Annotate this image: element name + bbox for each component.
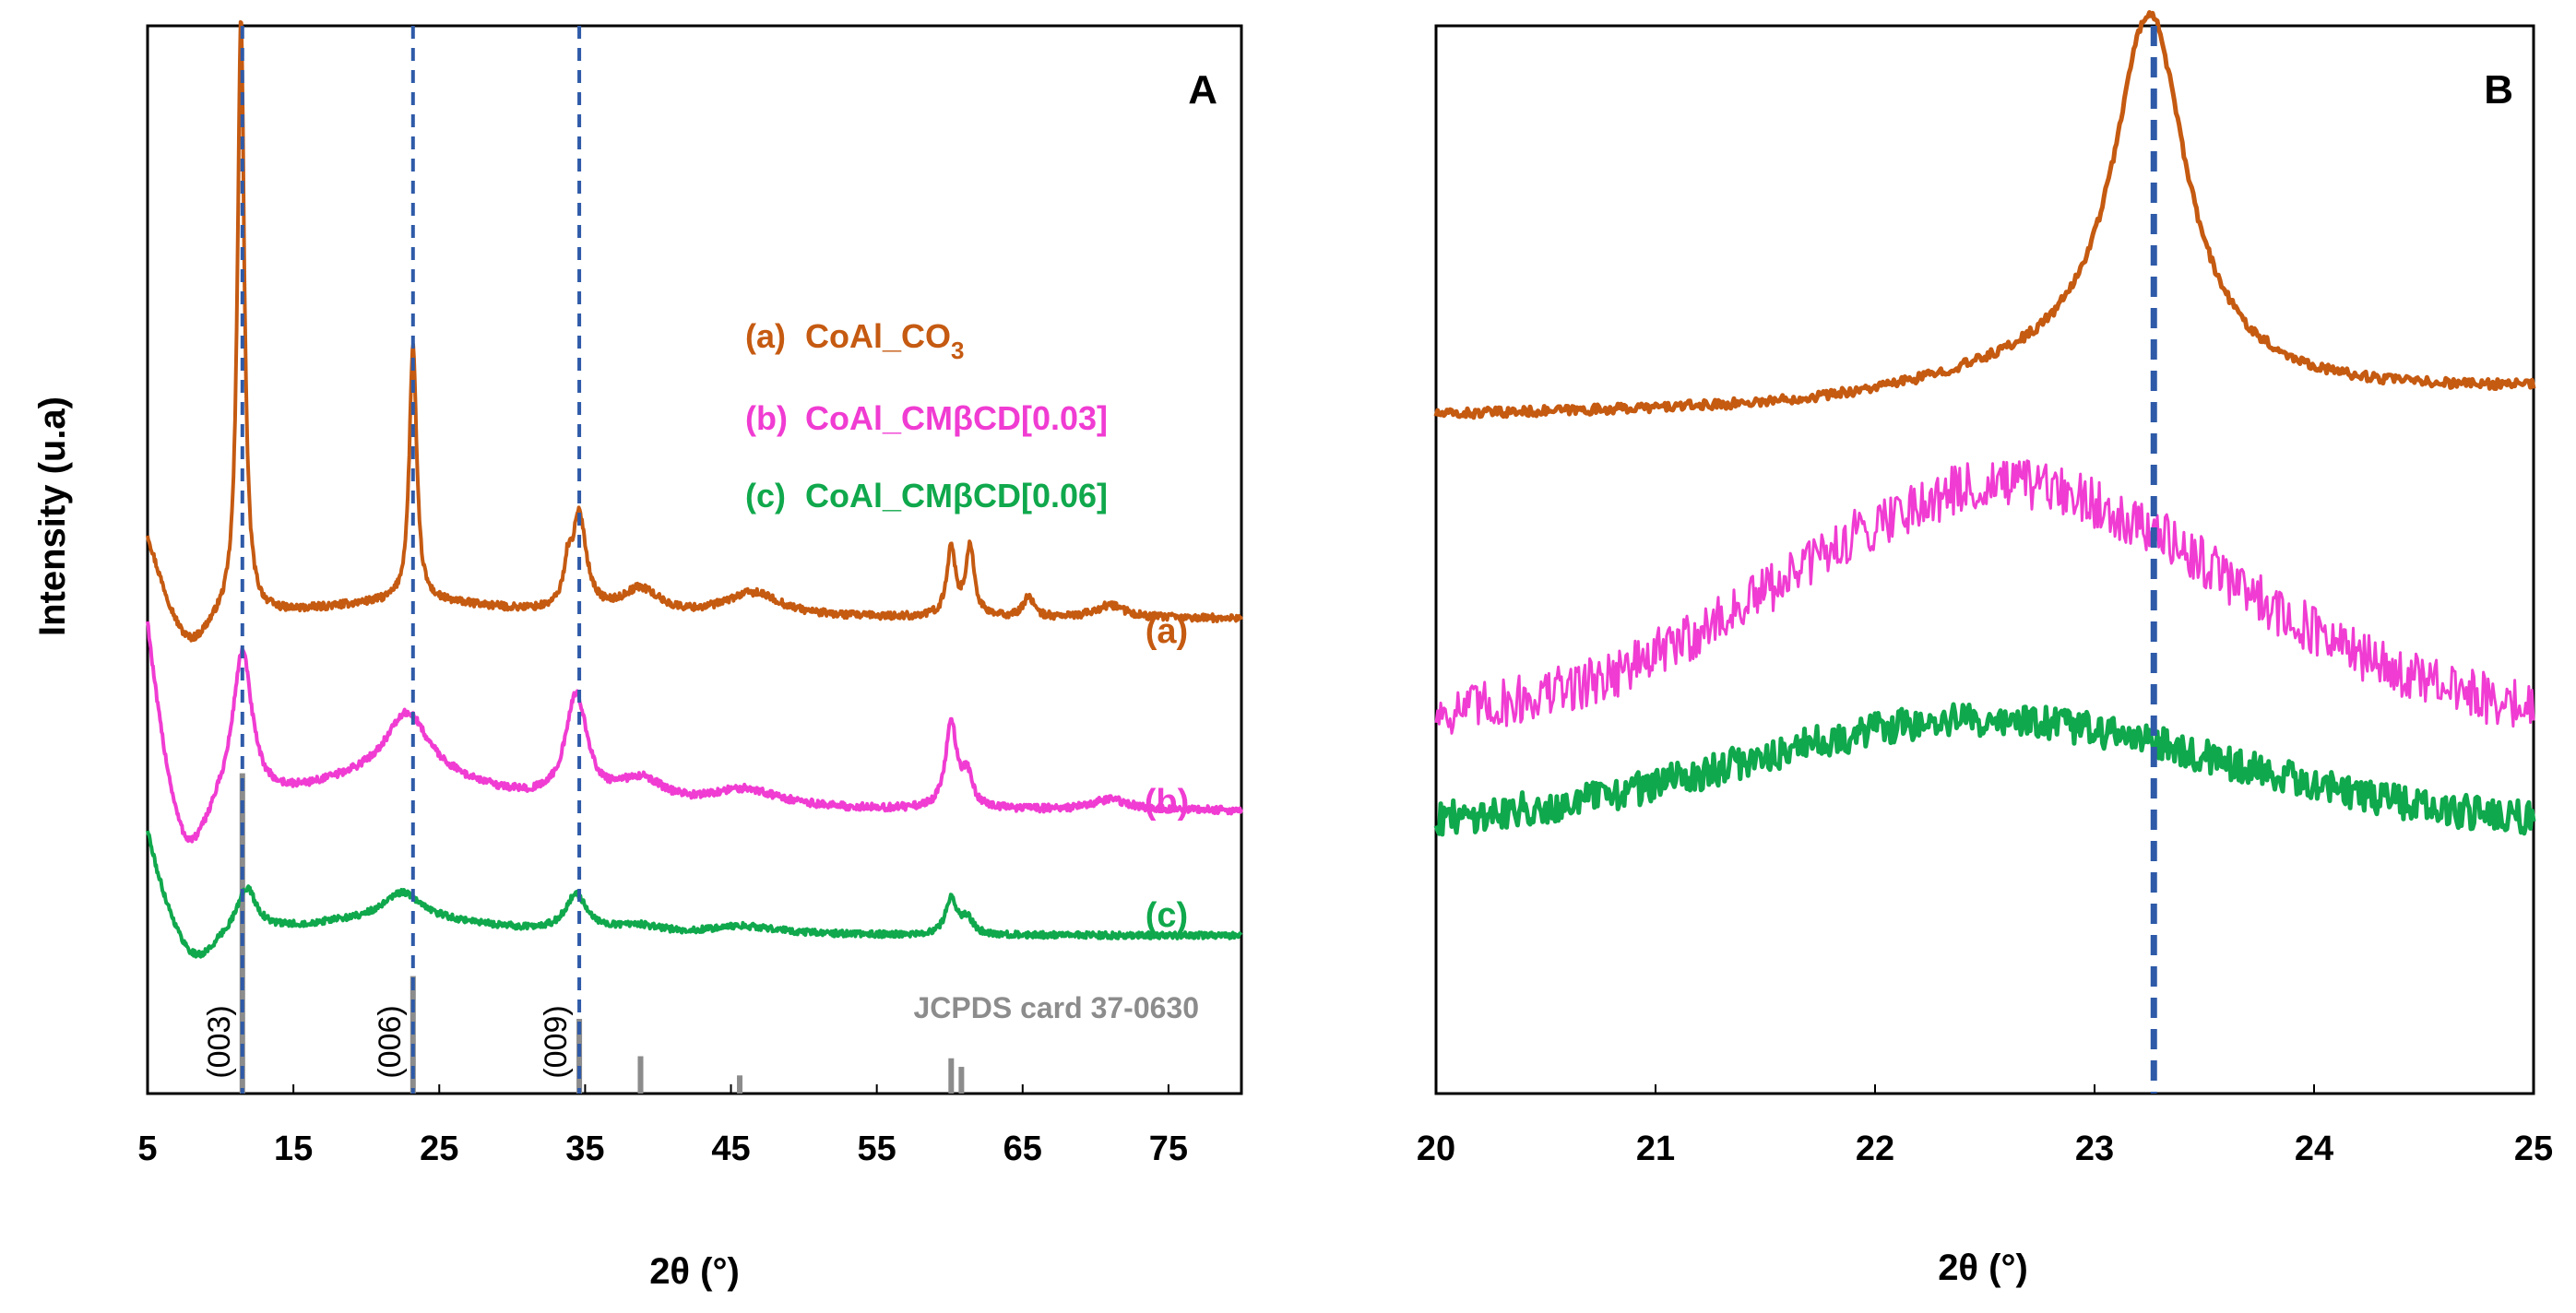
x-tick-label: 24 <box>2295 1130 2333 1168</box>
miller-index-label: (009) <box>539 1005 574 1078</box>
legend-label-a: CoAl_CO3 <box>805 317 964 364</box>
panel-a-frame <box>146 24 1243 1095</box>
x-tick-label: 5 <box>137 1130 157 1168</box>
panel-b: B 20 21 22 23 24 25 2θ (°) <box>1417 10 2553 1288</box>
series-line-b <box>1434 459 2535 735</box>
x-tick-label: 20 <box>1417 1130 1455 1168</box>
legend-entry-a: (a) CoAl_CO3 <box>745 317 964 364</box>
x-tick-label: 22 <box>1856 1130 1894 1168</box>
legend-entry-c: (c) CoAl_CMβCD[0.06] <box>745 477 1108 515</box>
panel-a-x-axis-title: 2θ (°) <box>649 1251 740 1292</box>
x-tick-label: 75 <box>1149 1130 1188 1168</box>
x-tick-label: 25 <box>420 1130 458 1168</box>
panel-a-x-ticks: 5 15 25 35 45 55 65 75 <box>137 1084 1188 1168</box>
panel-a-letter: A <box>1188 67 1217 112</box>
series-line-b <box>146 621 1243 844</box>
series-line-c <box>1433 702 2536 837</box>
panel-a-y-axis-title: Intensity (u.a) <box>32 396 73 636</box>
legend-marker-c: (c) <box>745 477 786 515</box>
legend-marker-b: (b) <box>745 399 788 437</box>
x-tick-label: 55 <box>858 1130 896 1168</box>
panel-a-reference-lines <box>240 26 582 1094</box>
x-tick-label: 15 <box>274 1130 313 1168</box>
legend-entry-b: (b) CoAl_CMβCD[0.03] <box>745 399 1108 437</box>
x-tick-label: 45 <box>711 1130 750 1168</box>
x-tick-label: 35 <box>565 1130 604 1168</box>
panel-b-letter: B <box>2484 67 2513 112</box>
x-tick-label: 25 <box>2514 1130 2553 1168</box>
x-tick-label: 21 <box>1636 1130 1675 1168</box>
curve-label-b: (b) <box>1145 783 1190 822</box>
series-line-c <box>146 830 1243 959</box>
jcpds-reference-label: JCPDS card 37-0630 <box>913 991 1199 1024</box>
panel-b-x-ticks: 20 21 22 23 24 25 <box>1417 1084 2553 1168</box>
panel-a-miller-indices: (003) (006) (009) <box>202 1005 574 1078</box>
curve-label-a: (a) <box>1146 612 1188 651</box>
legend: (a) CoAl_CO3 (b) CoAl_CMβCD[0.03] (c) Co… <box>745 317 1108 515</box>
panel-b-series <box>1433 10 2536 837</box>
series-line-a <box>1433 10 2536 420</box>
legend-marker-a: (a) <box>745 317 786 355</box>
legend-label-b: CoAl_CMβCD[0.03] <box>805 399 1108 437</box>
miller-index-label: (003) <box>202 1005 237 1078</box>
legend-label-c: CoAl_CMβCD[0.06] <box>805 477 1108 515</box>
miller-index-label: (006) <box>373 1005 408 1078</box>
curve-label-c: (c) <box>1146 896 1188 935</box>
panel-b-x-axis-title: 2θ (°) <box>1938 1248 2028 1288</box>
x-tick-label: 65 <box>1003 1130 1042 1168</box>
panel-a-series <box>146 19 1243 959</box>
series-line-a <box>146 19 1243 643</box>
x-tick-label: 23 <box>2075 1130 2114 1168</box>
panel-a: A 5 15 25 35 45 55 65 75 (003) (006) (009) JCPDS … <box>32 19 1243 1292</box>
panel-b-frame <box>1434 24 2535 1095</box>
